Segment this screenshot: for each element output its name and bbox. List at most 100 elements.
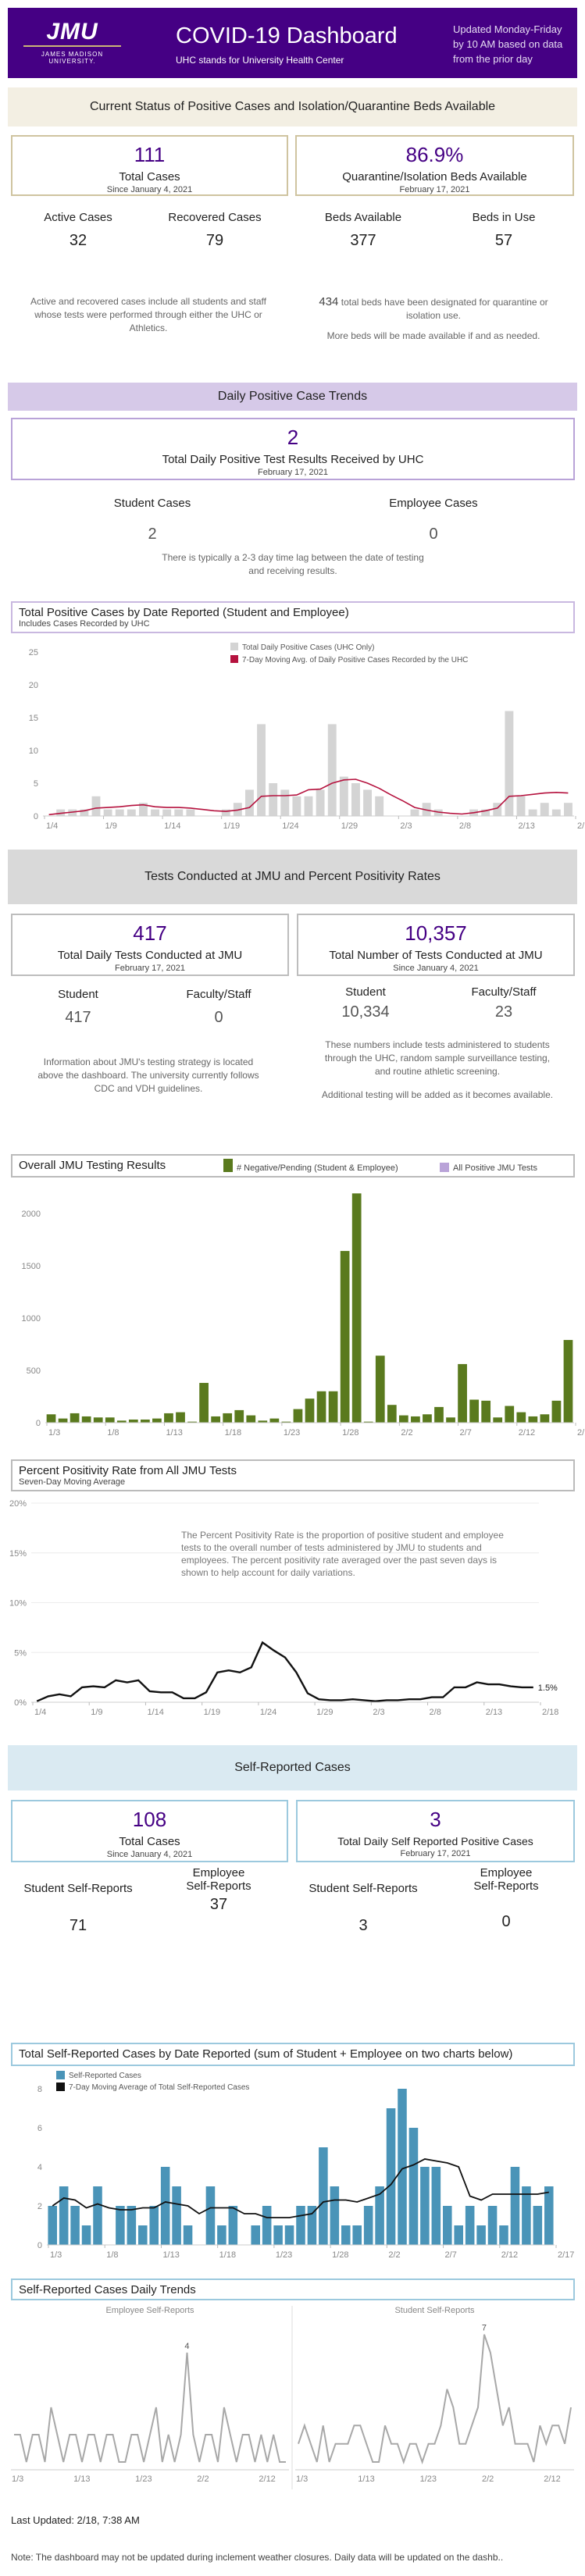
self-daily-label: Total Daily Self Reported Positive Cases (337, 1835, 533, 1847)
x-tick-label: 2/13 (518, 821, 534, 831)
total-beds-text: total beds have been designated for quar… (341, 297, 548, 321)
x-tick-label: 1/24 (282, 821, 298, 831)
student-self-daily-value: 3 (358, 1917, 368, 1934)
employee-self-daily: Employee Self-Reports 0 (436, 1866, 576, 1931)
x-tick-label: 1/24 (260, 1708, 276, 1717)
y-tick-label: 6 (37, 2124, 42, 2133)
bar (528, 809, 537, 816)
bar (528, 1416, 538, 1423)
x-tick-label: 2/3 (400, 821, 412, 831)
y-tick-label: 1000 (22, 1314, 41, 1324)
legend-swatch-avg (56, 2083, 65, 2091)
bar (293, 1409, 303, 1423)
bar (352, 2225, 362, 2245)
beds-pct-sub: February 17, 2021 (399, 185, 470, 194)
daily-positive-value: 2 (287, 426, 299, 449)
total-cases-value: 111 (134, 143, 166, 166)
bar (269, 1418, 280, 1423)
bar (434, 1406, 444, 1423)
x-tick-label: 1/4 (46, 821, 58, 831)
x-tick-label: 1/9 (105, 821, 117, 831)
x-tick-label: 1/9 (91, 1708, 102, 1717)
bar (103, 809, 112, 816)
bar (330, 2186, 340, 2245)
bar (269, 783, 278, 816)
bar (443, 2206, 452, 2245)
beds-in-use: Beds in Use 57 (433, 211, 574, 250)
x-tick-label: 1/3 (50, 2250, 62, 2260)
bar (257, 724, 266, 816)
beds-available: Beds Available 377 (293, 211, 433, 250)
x-tick-label: 1/3 (296, 2474, 308, 2484)
faculty-total-tests-label: Faculty/Staff (471, 985, 537, 999)
bar (476, 2225, 486, 2245)
tests-note-right2: Additional testing will be added as it b… (321, 1089, 554, 1100)
bar (316, 1391, 326, 1423)
x-tick-label: 1/13 (358, 2474, 374, 2484)
tests-note-left: Information about JMU's testing strategy… (37, 1056, 259, 1094)
bar (386, 2108, 396, 2245)
recovered-cases: Recovered Cases 79 (144, 211, 285, 250)
bar (105, 1417, 115, 1423)
bar (164, 1413, 173, 1423)
bar (273, 2225, 283, 2245)
x-tick-label: 1/3 (48, 1428, 60, 1438)
y-tick-label: 10% (9, 1599, 27, 1609)
daily-tests-value: 417 (133, 921, 167, 945)
y-tick-label: 0 (37, 2241, 42, 2250)
student-self-daily-label: Student Self-Reports (309, 1882, 418, 1895)
bar (70, 1413, 80, 1423)
bar (420, 2167, 430, 2245)
bar (59, 2186, 69, 2245)
y-tick-label: 2 (37, 2202, 42, 2211)
bar (172, 2186, 181, 2245)
faculty-daily-tests-value: 0 (214, 1009, 223, 1026)
bar (221, 809, 230, 816)
bar (58, 1418, 68, 1423)
bar (139, 803, 148, 816)
bar (205, 2186, 216, 2245)
active-cases-label: Active Cases (44, 211, 112, 224)
total-cases-sub: Since January 4, 2021 (106, 185, 193, 194)
bar (446, 1417, 455, 1423)
bar (316, 789, 325, 816)
bar (487, 2206, 498, 2245)
y-tick-label: 8 (37, 2085, 42, 2094)
x-tick-label: 1/18 (219, 2250, 236, 2260)
y-tick-label: 0 (36, 1419, 41, 1428)
update-note: Updated Monday-Friday by 10 AM based on … (453, 23, 563, 65)
bar (363, 1421, 373, 1423)
bar (251, 2225, 260, 2245)
x-tick-label: 2/3 (373, 1708, 384, 1717)
bar (505, 711, 514, 816)
x-tick-label: 1/23 (135, 2474, 152, 2484)
employee-self-daily-value: 0 (501, 1913, 511, 1930)
bar (115, 809, 124, 816)
legend-label-self: Self-Reported Cases (69, 2072, 141, 2080)
self-reported-daily-trends-chart: Employee Self-Reports 1/3 1/13 1/23 2/2 2/12 4… (11, 2306, 574, 2489)
bar (505, 1406, 515, 1423)
jmu-logo: JMU JAMES MADISON UNIVERSITY. (23, 19, 121, 67)
status-note-right2: More beds will be made available if and … (326, 330, 540, 341)
bar (410, 809, 419, 816)
bar (211, 1416, 221, 1423)
x-tick-label: 2/12 (501, 2250, 518, 2260)
daily-positive-sub: February 17, 2021 (258, 468, 328, 477)
legend-label-avg: 7-Day Moving Average of Total Self-Repor… (69, 2083, 249, 2092)
total-beds-number: 434 (319, 295, 339, 308)
bar (305, 1398, 315, 1423)
x-tick-label: 2/18 (542, 1708, 558, 1717)
student-daily-tests-value: 417 (65, 1009, 91, 1026)
testing-results-chart: 0 500 1000 1500 2000 1/3 1/8 1/13 1/18 1/23 1/28 2/… (22, 1159, 585, 1438)
legend-swatch-negative (223, 1163, 233, 1172)
bar (499, 2225, 508, 2245)
panel-label: Student Self-Reports (394, 2306, 475, 2315)
y-tick-label: 5 (34, 779, 38, 789)
legend-label-daily: Total Daily Positive Cases (UHC Only) (242, 643, 375, 652)
positive-cases-chart: 0 5 10 15 20 25 1/4 1/9 1/14 1/19 1/24 1/29 2/3 2/8 2/… (29, 643, 585, 831)
bar (128, 1419, 138, 1423)
page-title: COVID-19 Dashboard (176, 23, 398, 48)
daily-band: Daily Positive Case Trends (8, 383, 577, 411)
student-daily-tests-label: Student (58, 988, 98, 1001)
x-tick-label: 2/2 (401, 1428, 412, 1438)
